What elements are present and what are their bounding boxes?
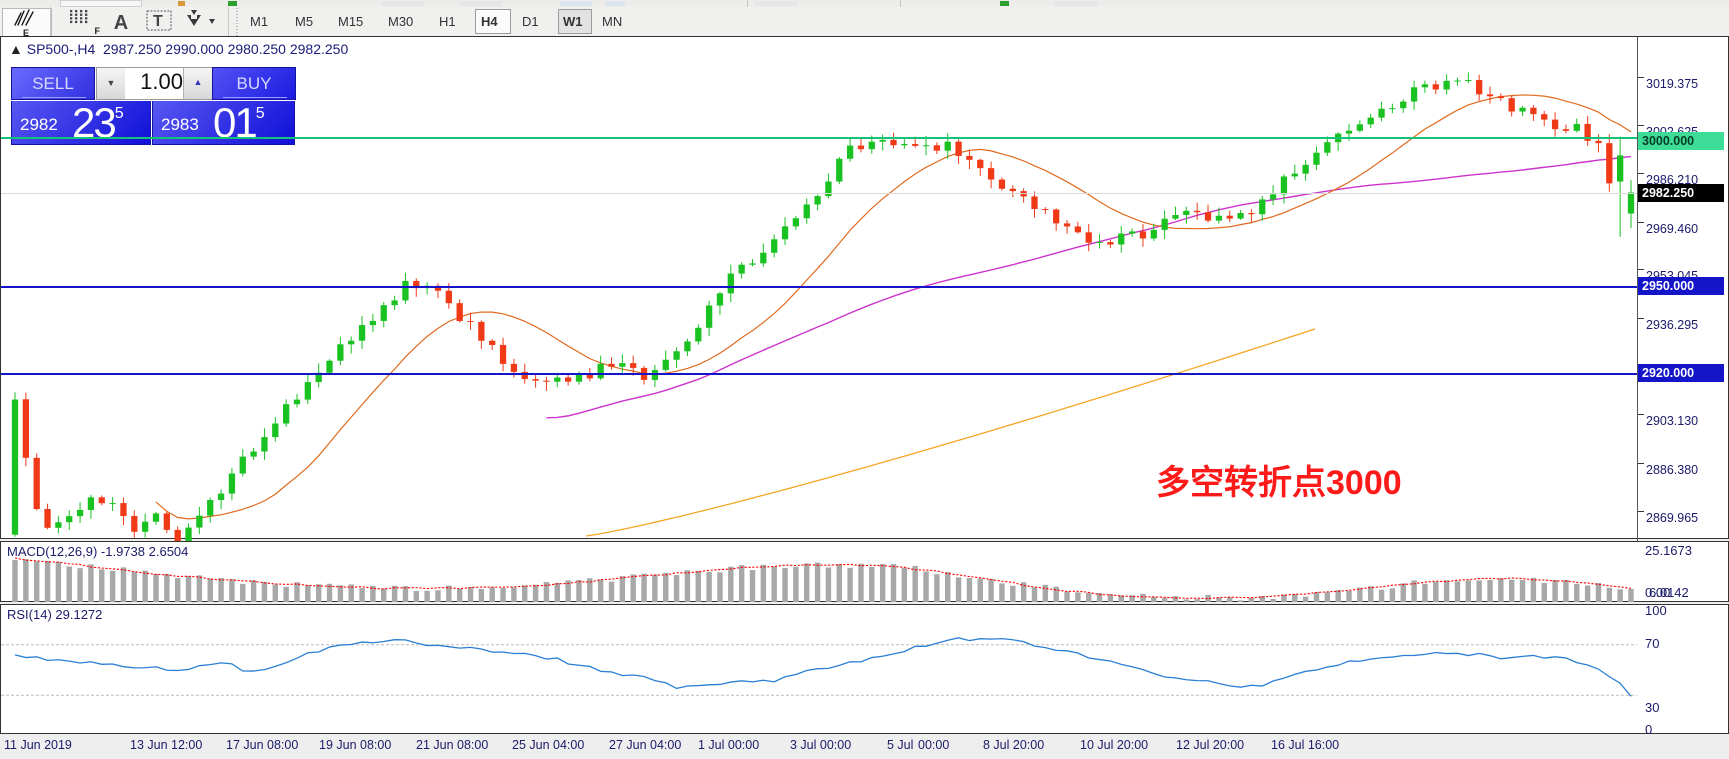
svg-text:T: T [153, 13, 163, 30]
